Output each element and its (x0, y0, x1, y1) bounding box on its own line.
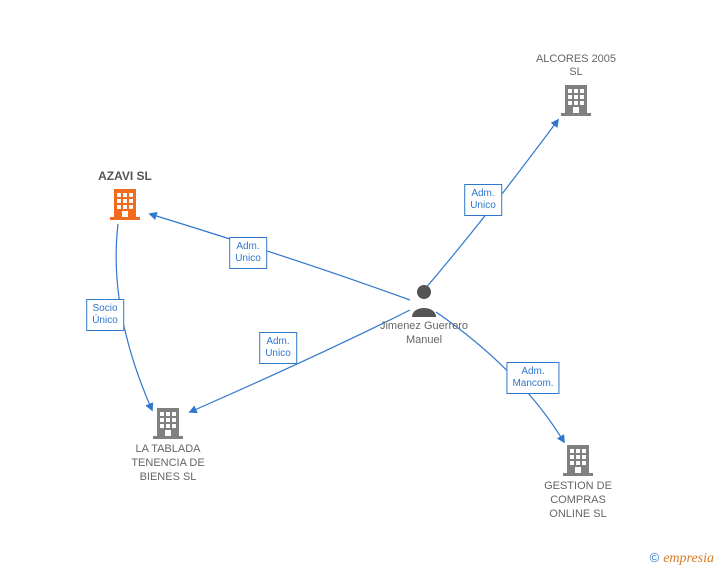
building-icon (108, 187, 142, 221)
edge-label: Adm.Mancom. (506, 362, 559, 394)
edge-label: Adm.Unico (259, 332, 297, 364)
building-icon (561, 443, 595, 477)
edge-label: Adm.Unico (229, 237, 267, 269)
building-icon (559, 83, 593, 117)
edge-label: SocioÚnico (86, 299, 124, 331)
watermark: ©empresia (650, 550, 714, 567)
person-icon (409, 283, 439, 317)
edge-jimenez-tablada (190, 310, 410, 412)
node-label: ALCORES 2005 SL (531, 53, 621, 81)
copyright-symbol: © (650, 550, 660, 565)
edge-jimenez-azavi (150, 214, 410, 300)
node-label: Jimenez Guerrero Manuel (379, 320, 469, 348)
node-label: LA TABLADA TENENCIA DE BIENES SL (123, 443, 213, 484)
node-label: AZAVI SL (80, 169, 170, 184)
edge-label: Adm.Unico (464, 184, 502, 216)
brand-name: empresia (663, 551, 714, 566)
node-label: GESTION DE COMPRAS ONLINE SL (533, 480, 623, 521)
building-icon (151, 406, 185, 440)
